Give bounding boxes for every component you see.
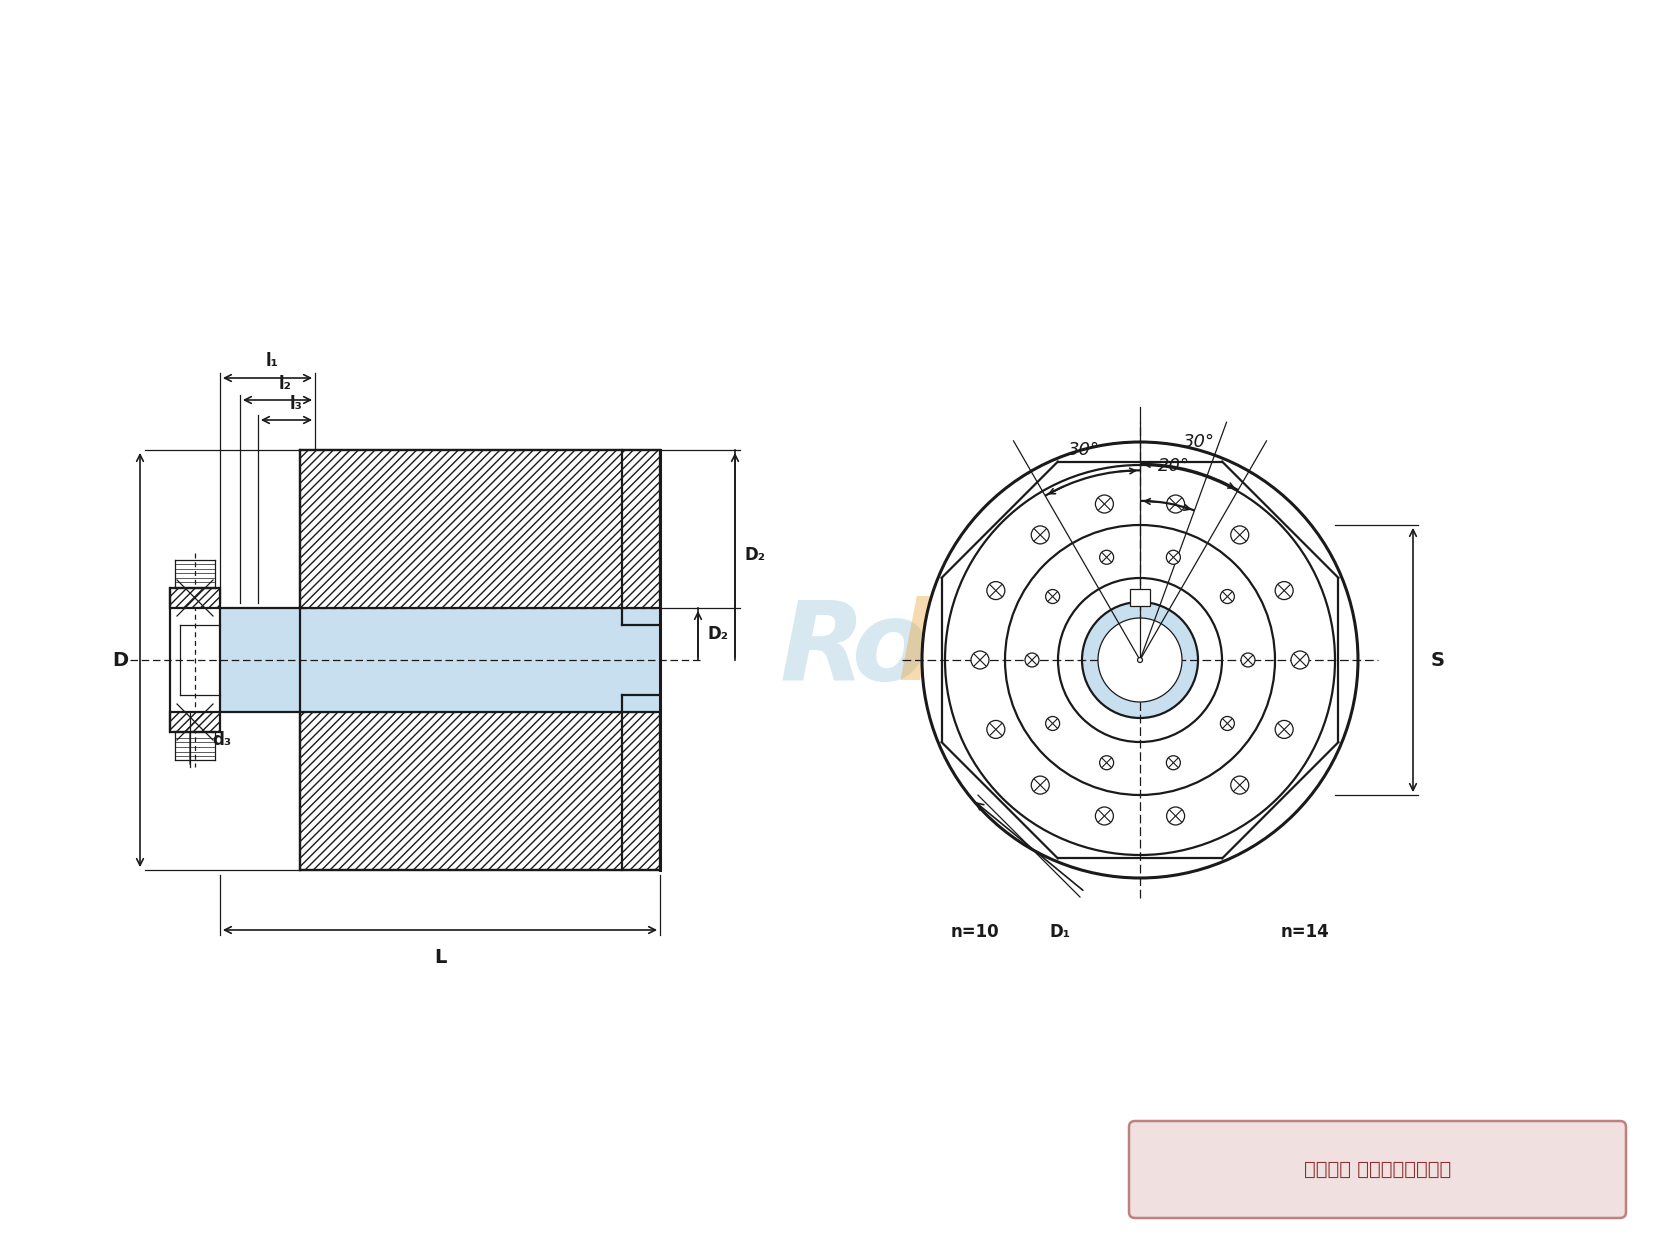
Circle shape (1275, 721, 1294, 738)
Circle shape (1045, 717, 1060, 731)
Circle shape (1231, 525, 1248, 544)
Polygon shape (1131, 588, 1151, 606)
Circle shape (1100, 756, 1114, 770)
Polygon shape (301, 712, 660, 869)
Text: d₃: d₃ (212, 731, 232, 748)
Circle shape (986, 582, 1005, 600)
Polygon shape (220, 609, 301, 712)
Text: n=10: n=10 (951, 924, 1000, 941)
Circle shape (1032, 776, 1050, 794)
Circle shape (1095, 495, 1114, 513)
Polygon shape (170, 588, 220, 609)
Polygon shape (301, 450, 660, 609)
Circle shape (944, 465, 1336, 856)
Polygon shape (170, 712, 220, 732)
Text: 30°: 30° (1183, 432, 1215, 451)
Text: l₂: l₂ (279, 375, 292, 393)
Circle shape (1275, 582, 1294, 600)
Text: D₂: D₂ (707, 625, 729, 643)
FancyBboxPatch shape (1129, 1121, 1626, 1218)
Circle shape (1005, 525, 1275, 795)
Circle shape (922, 442, 1357, 878)
Circle shape (1082, 602, 1198, 718)
Text: L: L (433, 948, 447, 966)
Circle shape (1220, 717, 1235, 731)
Text: k: k (897, 596, 971, 703)
Circle shape (986, 721, 1005, 738)
Text: S: S (1431, 650, 1445, 669)
Text: n=14: n=14 (1280, 924, 1329, 941)
Circle shape (1095, 806, 1114, 825)
Circle shape (1220, 590, 1235, 604)
Circle shape (1058, 578, 1221, 742)
Text: l₃: l₃ (291, 394, 302, 413)
Circle shape (971, 651, 990, 669)
Circle shape (1231, 776, 1248, 794)
Circle shape (1166, 551, 1181, 564)
Circle shape (1099, 617, 1183, 702)
Text: 30°: 30° (1068, 441, 1100, 459)
Text: D: D (113, 650, 128, 669)
Circle shape (1058, 578, 1221, 742)
Polygon shape (301, 609, 660, 712)
Text: D₂: D₂ (744, 546, 766, 564)
Text: okee: okee (852, 596, 1149, 703)
Circle shape (1290, 651, 1309, 669)
Text: 20°: 20° (1158, 457, 1189, 475)
Circle shape (1166, 495, 1184, 513)
Circle shape (1100, 551, 1114, 564)
Text: 版权所有 侵权必被严厉追究: 版权所有 侵权必被严厉追究 (1304, 1160, 1452, 1179)
Circle shape (1032, 525, 1050, 544)
Circle shape (1025, 653, 1038, 667)
Circle shape (1242, 653, 1255, 667)
Circle shape (1137, 658, 1142, 663)
Circle shape (1045, 590, 1060, 604)
Circle shape (1166, 806, 1184, 825)
Circle shape (1166, 756, 1181, 770)
Text: R: R (780, 596, 865, 703)
Text: D₁: D₁ (1050, 924, 1070, 941)
Text: l₁: l₁ (265, 352, 279, 370)
